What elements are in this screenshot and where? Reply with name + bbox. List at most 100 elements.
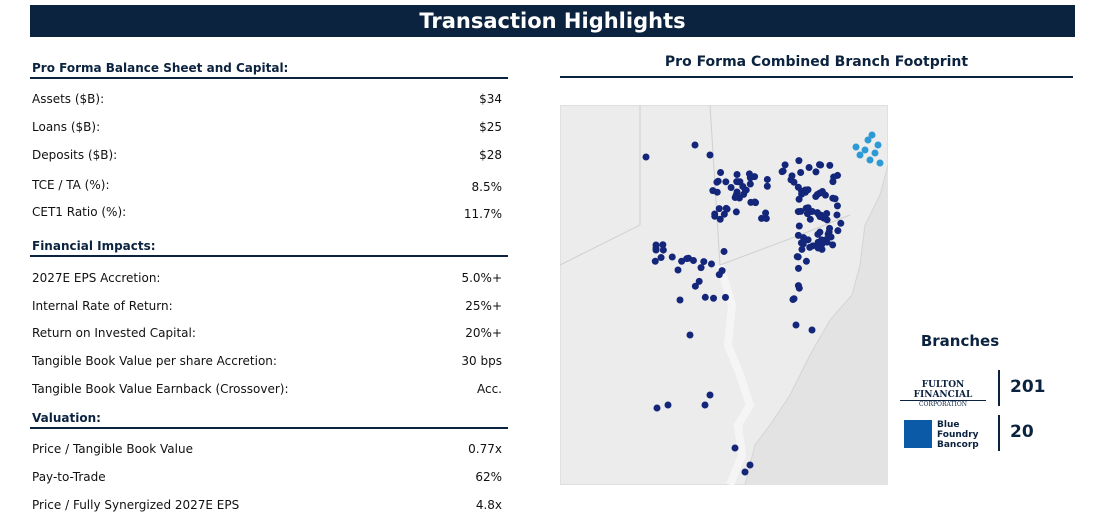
row-value: $28	[479, 148, 502, 162]
row-label: Tangible Book Value per share Accretion:	[32, 354, 277, 368]
legend-title: Branches	[920, 332, 1000, 350]
row-label: Internal Rate of Return:	[32, 299, 173, 313]
branch-dot	[721, 293, 729, 301]
row-label: Loans ($B):	[32, 120, 101, 134]
section-rule	[30, 427, 508, 429]
branch-dot	[651, 257, 659, 265]
row-label: TCE / TA (%):	[32, 178, 110, 192]
branch-dot	[691, 141, 699, 149]
branch-dot	[795, 222, 803, 230]
map-title: Pro Forma Combined Branch Footprint	[664, 54, 969, 70]
branch-dot	[652, 246, 660, 254]
branch-dot	[837, 219, 845, 227]
branch-dot	[762, 209, 770, 217]
branch-dot	[746, 461, 754, 469]
row-value: 0.77x	[468, 442, 502, 456]
branch-dot	[659, 246, 667, 254]
branch-dot	[742, 186, 750, 194]
branch-dot	[659, 241, 667, 249]
row-label: Price / Tangible Book Value	[32, 442, 193, 456]
row-value: 8.5%	[471, 180, 503, 194]
branch-dot	[794, 253, 802, 261]
branch-dot	[790, 178, 798, 186]
branch-dot	[812, 168, 820, 176]
map	[560, 105, 888, 485]
row-value: Acc.	[476, 382, 502, 396]
branch-dot	[741, 468, 749, 476]
branch-dot	[652, 241, 660, 249]
branch-dot	[706, 151, 714, 159]
branch-count: 201	[1010, 377, 1046, 397]
row-label: 2027E EPS Accretion:	[32, 271, 161, 285]
branch-dot	[733, 188, 741, 196]
branch-dot	[816, 228, 824, 236]
branch-dot	[778, 168, 786, 176]
branch-dot	[758, 214, 766, 222]
branch-dot	[707, 260, 715, 268]
row-label: Return on Invested Capital:	[32, 326, 196, 340]
branch-dot	[866, 156, 874, 164]
branch-dot	[763, 175, 771, 183]
branch-dot	[695, 277, 703, 285]
branch-dot	[720, 210, 728, 218]
branch-dot	[808, 326, 816, 334]
branch-dot	[720, 247, 728, 255]
branch-dot	[706, 391, 714, 399]
branch-dot	[657, 254, 665, 262]
branch-dot	[746, 180, 754, 188]
branch-dot	[653, 404, 661, 412]
branch-dot	[732, 208, 740, 216]
branch-dot	[678, 257, 686, 265]
branch-dot	[798, 245, 806, 253]
branch-dot	[829, 241, 837, 249]
branch-dot	[806, 215, 814, 223]
branch-dot	[664, 401, 672, 409]
branch-dot	[716, 215, 724, 223]
branch-dot	[833, 211, 841, 219]
map-title-rule	[560, 76, 1073, 78]
branch-dot	[809, 242, 817, 250]
branch-dot	[781, 161, 789, 169]
branch-dot	[861, 146, 869, 154]
branch-dot	[804, 186, 812, 194]
branch-dot	[802, 204, 810, 212]
blue-foundry-icon	[904, 420, 932, 448]
branch-dot	[799, 240, 807, 248]
branch-dot	[700, 258, 708, 266]
branch-dot	[804, 236, 812, 244]
branch-dot	[722, 204, 730, 212]
branch-dot	[852, 143, 860, 151]
branch-dot	[751, 198, 759, 206]
branch-dot	[733, 171, 741, 179]
branch-dot	[795, 284, 803, 292]
row-value: 4.8x	[475, 498, 502, 512]
row-value: 11.7%	[463, 207, 502, 221]
logo-name: FULTON FINANCIAL	[900, 380, 986, 401]
row-value: 62%	[475, 470, 502, 484]
branch-dot	[691, 282, 699, 290]
row-value: 30 bps	[461, 354, 502, 368]
row-value: 25%+	[465, 299, 502, 313]
branch-dot	[642, 153, 650, 161]
branch-dot	[826, 224, 834, 232]
branch-dot	[829, 194, 837, 202]
branch-dot	[715, 205, 723, 213]
branch-dot	[697, 264, 705, 272]
branch-dot	[792, 321, 800, 329]
branch-dot	[701, 401, 709, 409]
branch-dot	[817, 161, 825, 169]
row-label: Assets ($B):	[32, 92, 105, 106]
branch-dot	[722, 178, 730, 186]
row-label: Deposits ($B):	[32, 148, 118, 162]
branch-dot	[762, 214, 770, 222]
row-value: $25	[479, 120, 502, 134]
branch-dot	[823, 209, 831, 217]
branch-dot	[727, 184, 735, 192]
branch-dot	[805, 164, 813, 172]
branch-dot	[821, 191, 829, 199]
branch-count: 20	[1010, 422, 1034, 442]
branch-dot	[874, 141, 882, 149]
branch-dot	[763, 182, 771, 190]
branch-dot	[826, 161, 834, 169]
